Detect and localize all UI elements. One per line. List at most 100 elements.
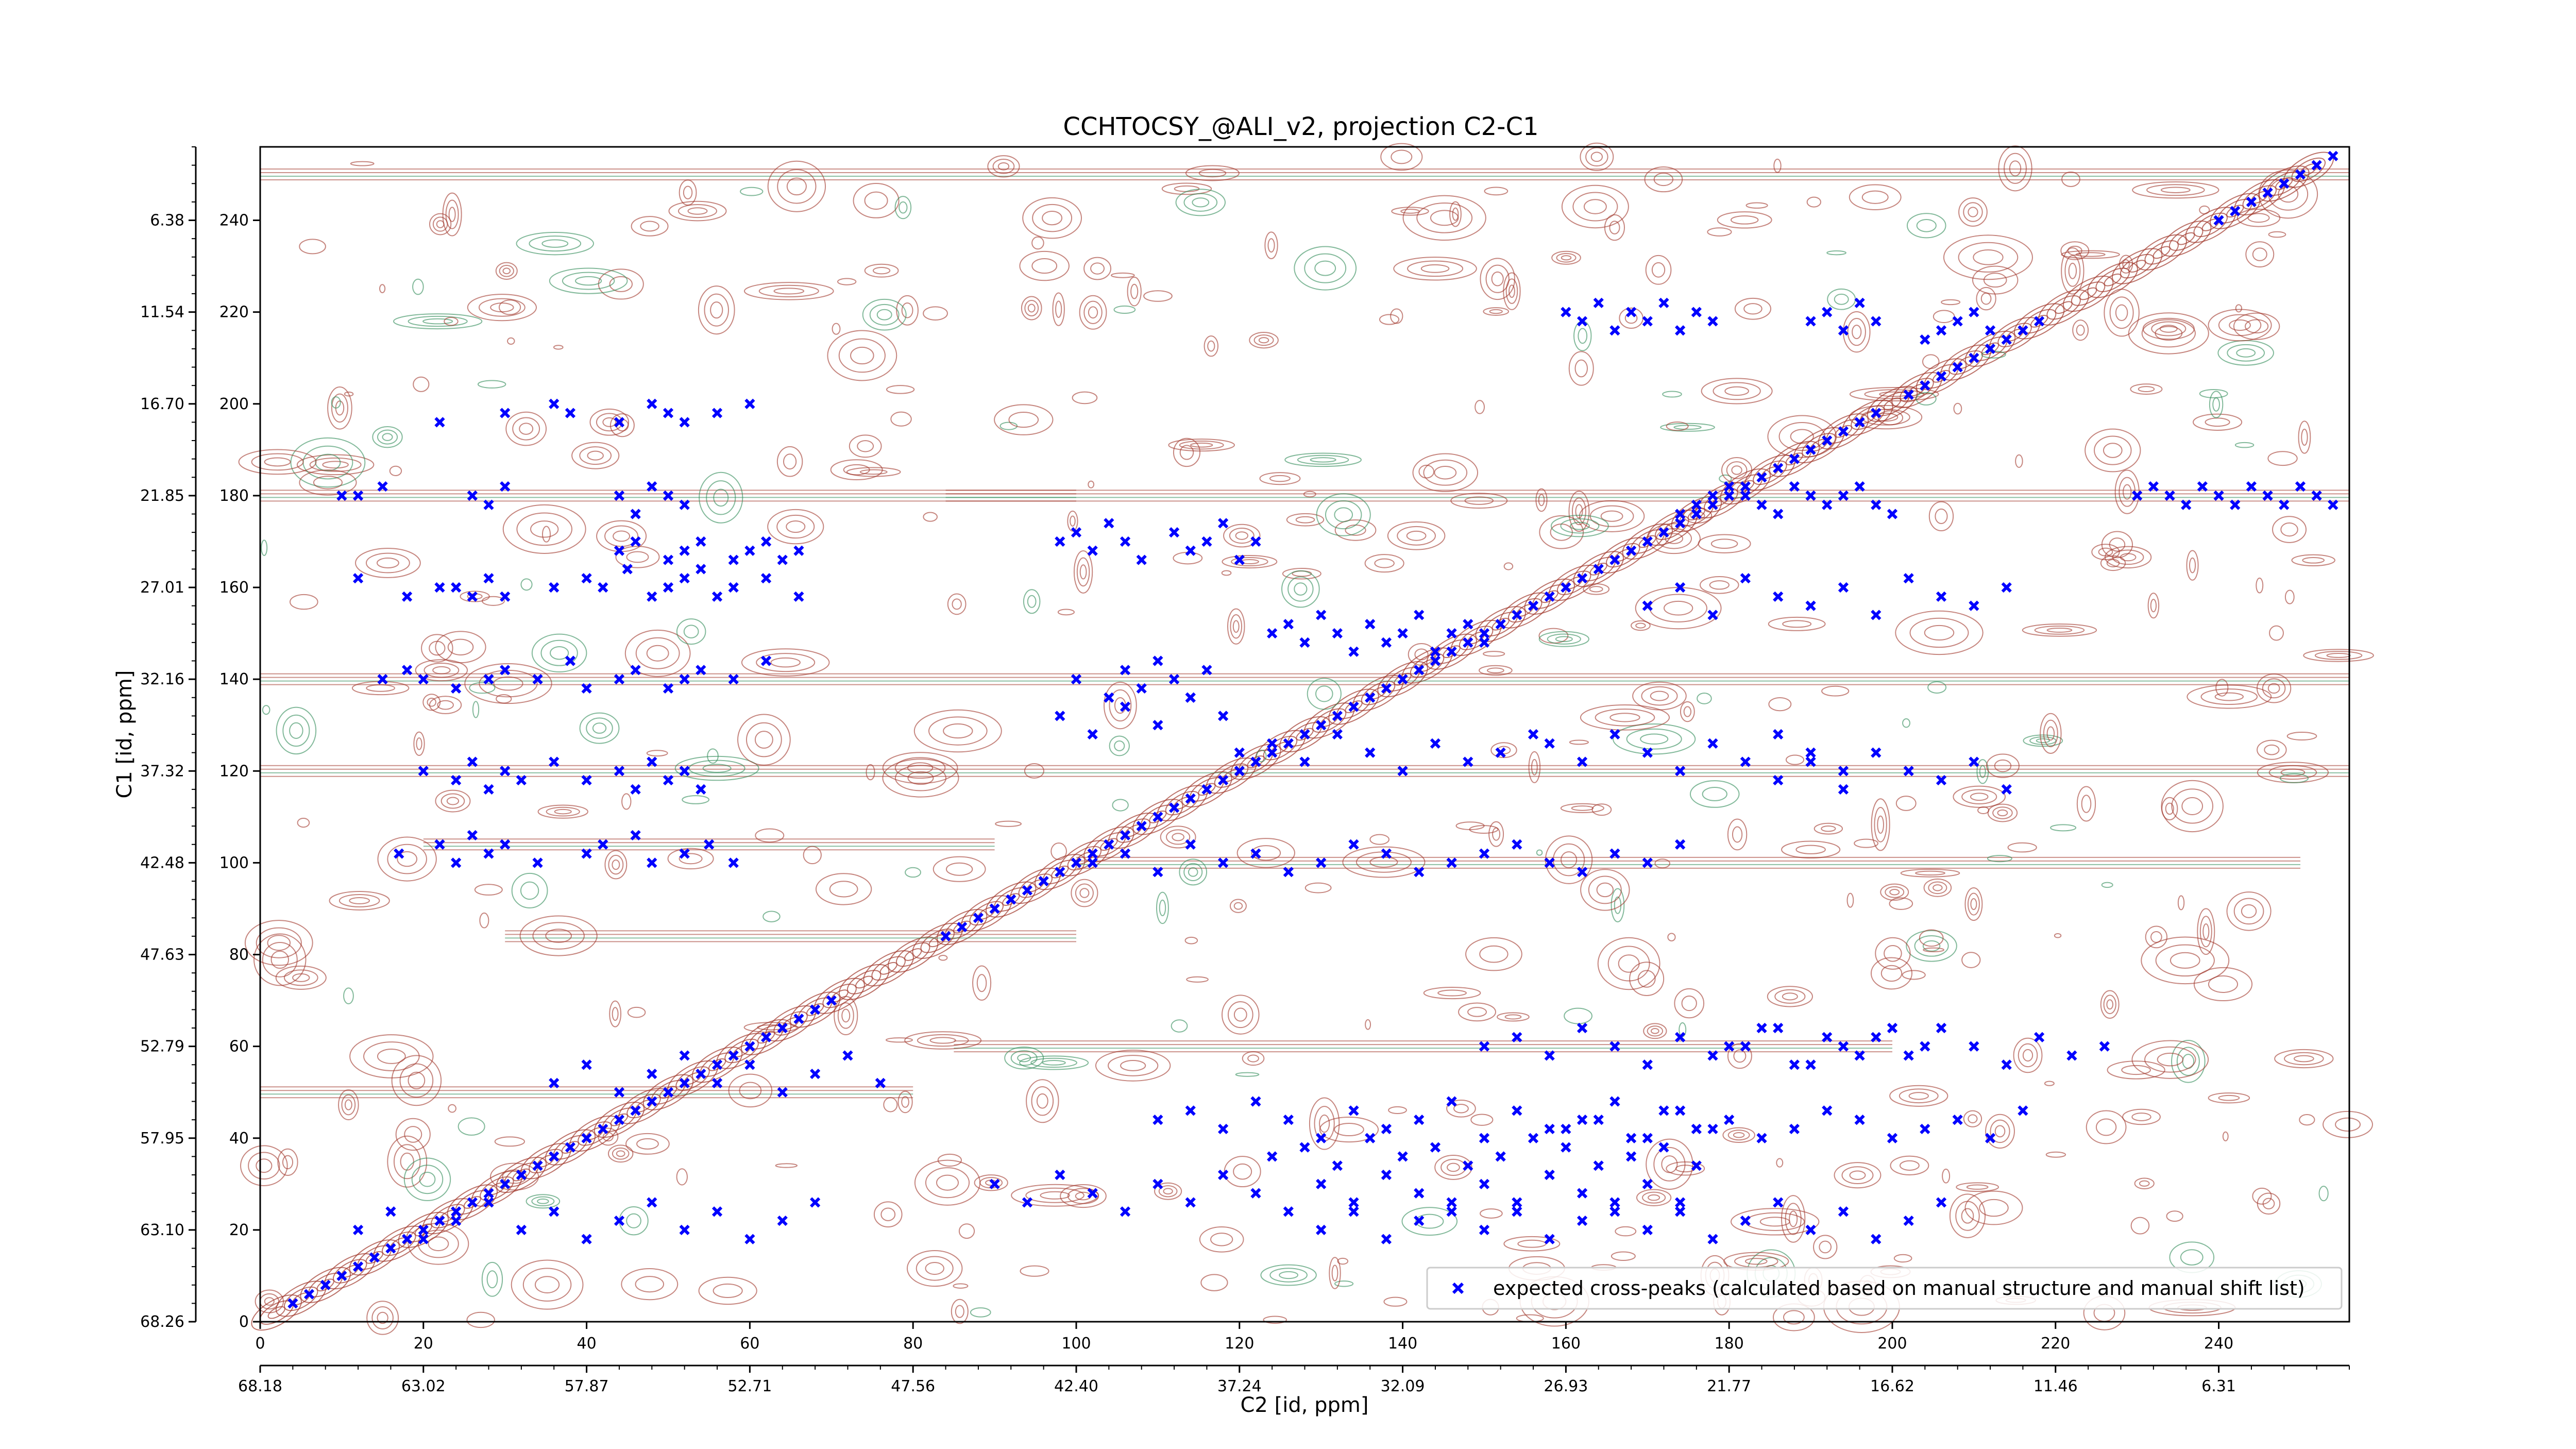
contour-ring — [1388, 1106, 1407, 1115]
contour-ring — [1641, 686, 1678, 706]
contour-ring — [282, 1155, 294, 1170]
contour-ring — [404, 1126, 422, 1143]
contour-ring — [2199, 916, 2212, 948]
cross-peak — [1969, 307, 1979, 317]
contour-ring — [646, 645, 669, 662]
cross-peak — [581, 1133, 592, 1143]
contour-ring — [1309, 1097, 1340, 1150]
contour-ring — [829, 881, 858, 898]
contour-ring — [1369, 834, 1389, 845]
cross-peak — [467, 756, 478, 767]
contour-ring — [1109, 735, 1130, 756]
contour-ring — [2166, 1210, 2183, 1222]
contour-ring — [1958, 197, 1988, 227]
contour-ring — [2034, 626, 2085, 635]
cross-peak — [1185, 839, 1196, 850]
cross-peak — [1577, 756, 1588, 767]
contour-ring — [1222, 554, 1278, 569]
contour-ring — [1430, 210, 1459, 226]
contour-ring — [2208, 975, 2239, 993]
cross-peak — [549, 1077, 560, 1088]
contour-ring — [1010, 1050, 1038, 1066]
contour-ring — [1968, 1114, 1978, 1123]
contour-ring — [331, 393, 348, 423]
cross-peak — [777, 1215, 788, 1226]
cross-peak — [369, 1252, 380, 1263]
cross-peak — [1936, 371, 1947, 382]
cross-peak — [744, 545, 755, 556]
cross-peak — [1201, 665, 1212, 676]
contour-ring — [827, 330, 897, 381]
cross-peak — [451, 1206, 462, 1217]
cross-peak — [565, 408, 576, 418]
cross-peak — [467, 830, 478, 841]
contour-ring — [2257, 739, 2287, 760]
cross-peak — [809, 1004, 821, 1015]
contour-ring — [773, 288, 805, 295]
contour-ring — [951, 1299, 969, 1324]
contour-ring — [1017, 1054, 1031, 1063]
cross-peak — [1969, 600, 1979, 611]
contour-ring — [1249, 332, 1279, 349]
cross-peak — [1740, 490, 1751, 501]
contour-ring — [710, 301, 723, 319]
contour-ring — [612, 1147, 630, 1160]
contour-ring — [2272, 516, 2307, 543]
cross-peak — [1691, 1123, 1702, 1135]
cross-peak — [1903, 573, 1914, 584]
contour-ring — [743, 282, 834, 300]
contour-ring — [2046, 726, 2055, 741]
cross-peak — [1838, 1206, 1849, 1217]
contour-ring — [2134, 1177, 2155, 1189]
cross-peak — [647, 1096, 657, 1107]
contour-ring — [553, 345, 564, 350]
cross-peak — [647, 857, 657, 868]
contour-ring — [1446, 1099, 1476, 1118]
y-ppm-tick-label: 21.85 — [140, 487, 184, 505]
cross-peak — [1430, 1142, 1441, 1153]
cross-peak — [2033, 316, 2045, 327]
contour-ring — [1415, 1214, 1444, 1229]
contour-ring — [864, 191, 888, 210]
cross-peak — [1185, 545, 1196, 556]
contour-ring — [253, 933, 307, 986]
y-tick-label: 80 — [229, 946, 249, 964]
contour-ring — [1377, 661, 1428, 698]
contour-ring — [1987, 803, 2018, 822]
cross-peak — [1707, 490, 1718, 501]
contour-ring — [531, 1196, 555, 1207]
cross-peak — [385, 1206, 396, 1217]
contour-ring — [322, 461, 349, 469]
cross-peak — [483, 1197, 494, 1208]
cross-peak — [679, 766, 690, 777]
contour-ring — [1568, 491, 1590, 532]
contour-ring — [1229, 899, 1247, 913]
contour-ring — [906, 1250, 963, 1287]
cross-peak — [1707, 316, 1718, 327]
cross-peak — [377, 481, 388, 492]
x-ppm-tick-label: 52.71 — [727, 1377, 772, 1395]
contour-ring — [2145, 925, 2168, 949]
contour-ring — [2142, 317, 2195, 340]
cross-peak — [663, 1087, 674, 1098]
contour-ring — [2267, 451, 2298, 466]
contour-ring — [1650, 690, 1669, 701]
contour-ring — [642, 1074, 694, 1110]
contour-ring — [955, 1305, 964, 1318]
cross-peak — [728, 857, 739, 868]
contour-ring — [1267, 238, 1275, 253]
cross-peak — [1430, 655, 1441, 666]
contour-ring — [1744, 1258, 1768, 1265]
cross-peak — [1838, 1041, 1849, 1052]
contour-ring — [499, 265, 514, 277]
cross-peak — [581, 848, 592, 859]
cross-peak — [1495, 747, 1506, 758]
cross-peak — [1446, 628, 1457, 639]
contour-ring — [545, 1129, 596, 1166]
contour-ring — [502, 1169, 527, 1184]
contour-ring — [2177, 895, 2185, 911]
cross-peak — [2230, 206, 2241, 216]
contour-ring — [1503, 562, 1514, 570]
contour-ring — [1561, 255, 1572, 261]
contour-ring — [2100, 990, 2120, 1019]
